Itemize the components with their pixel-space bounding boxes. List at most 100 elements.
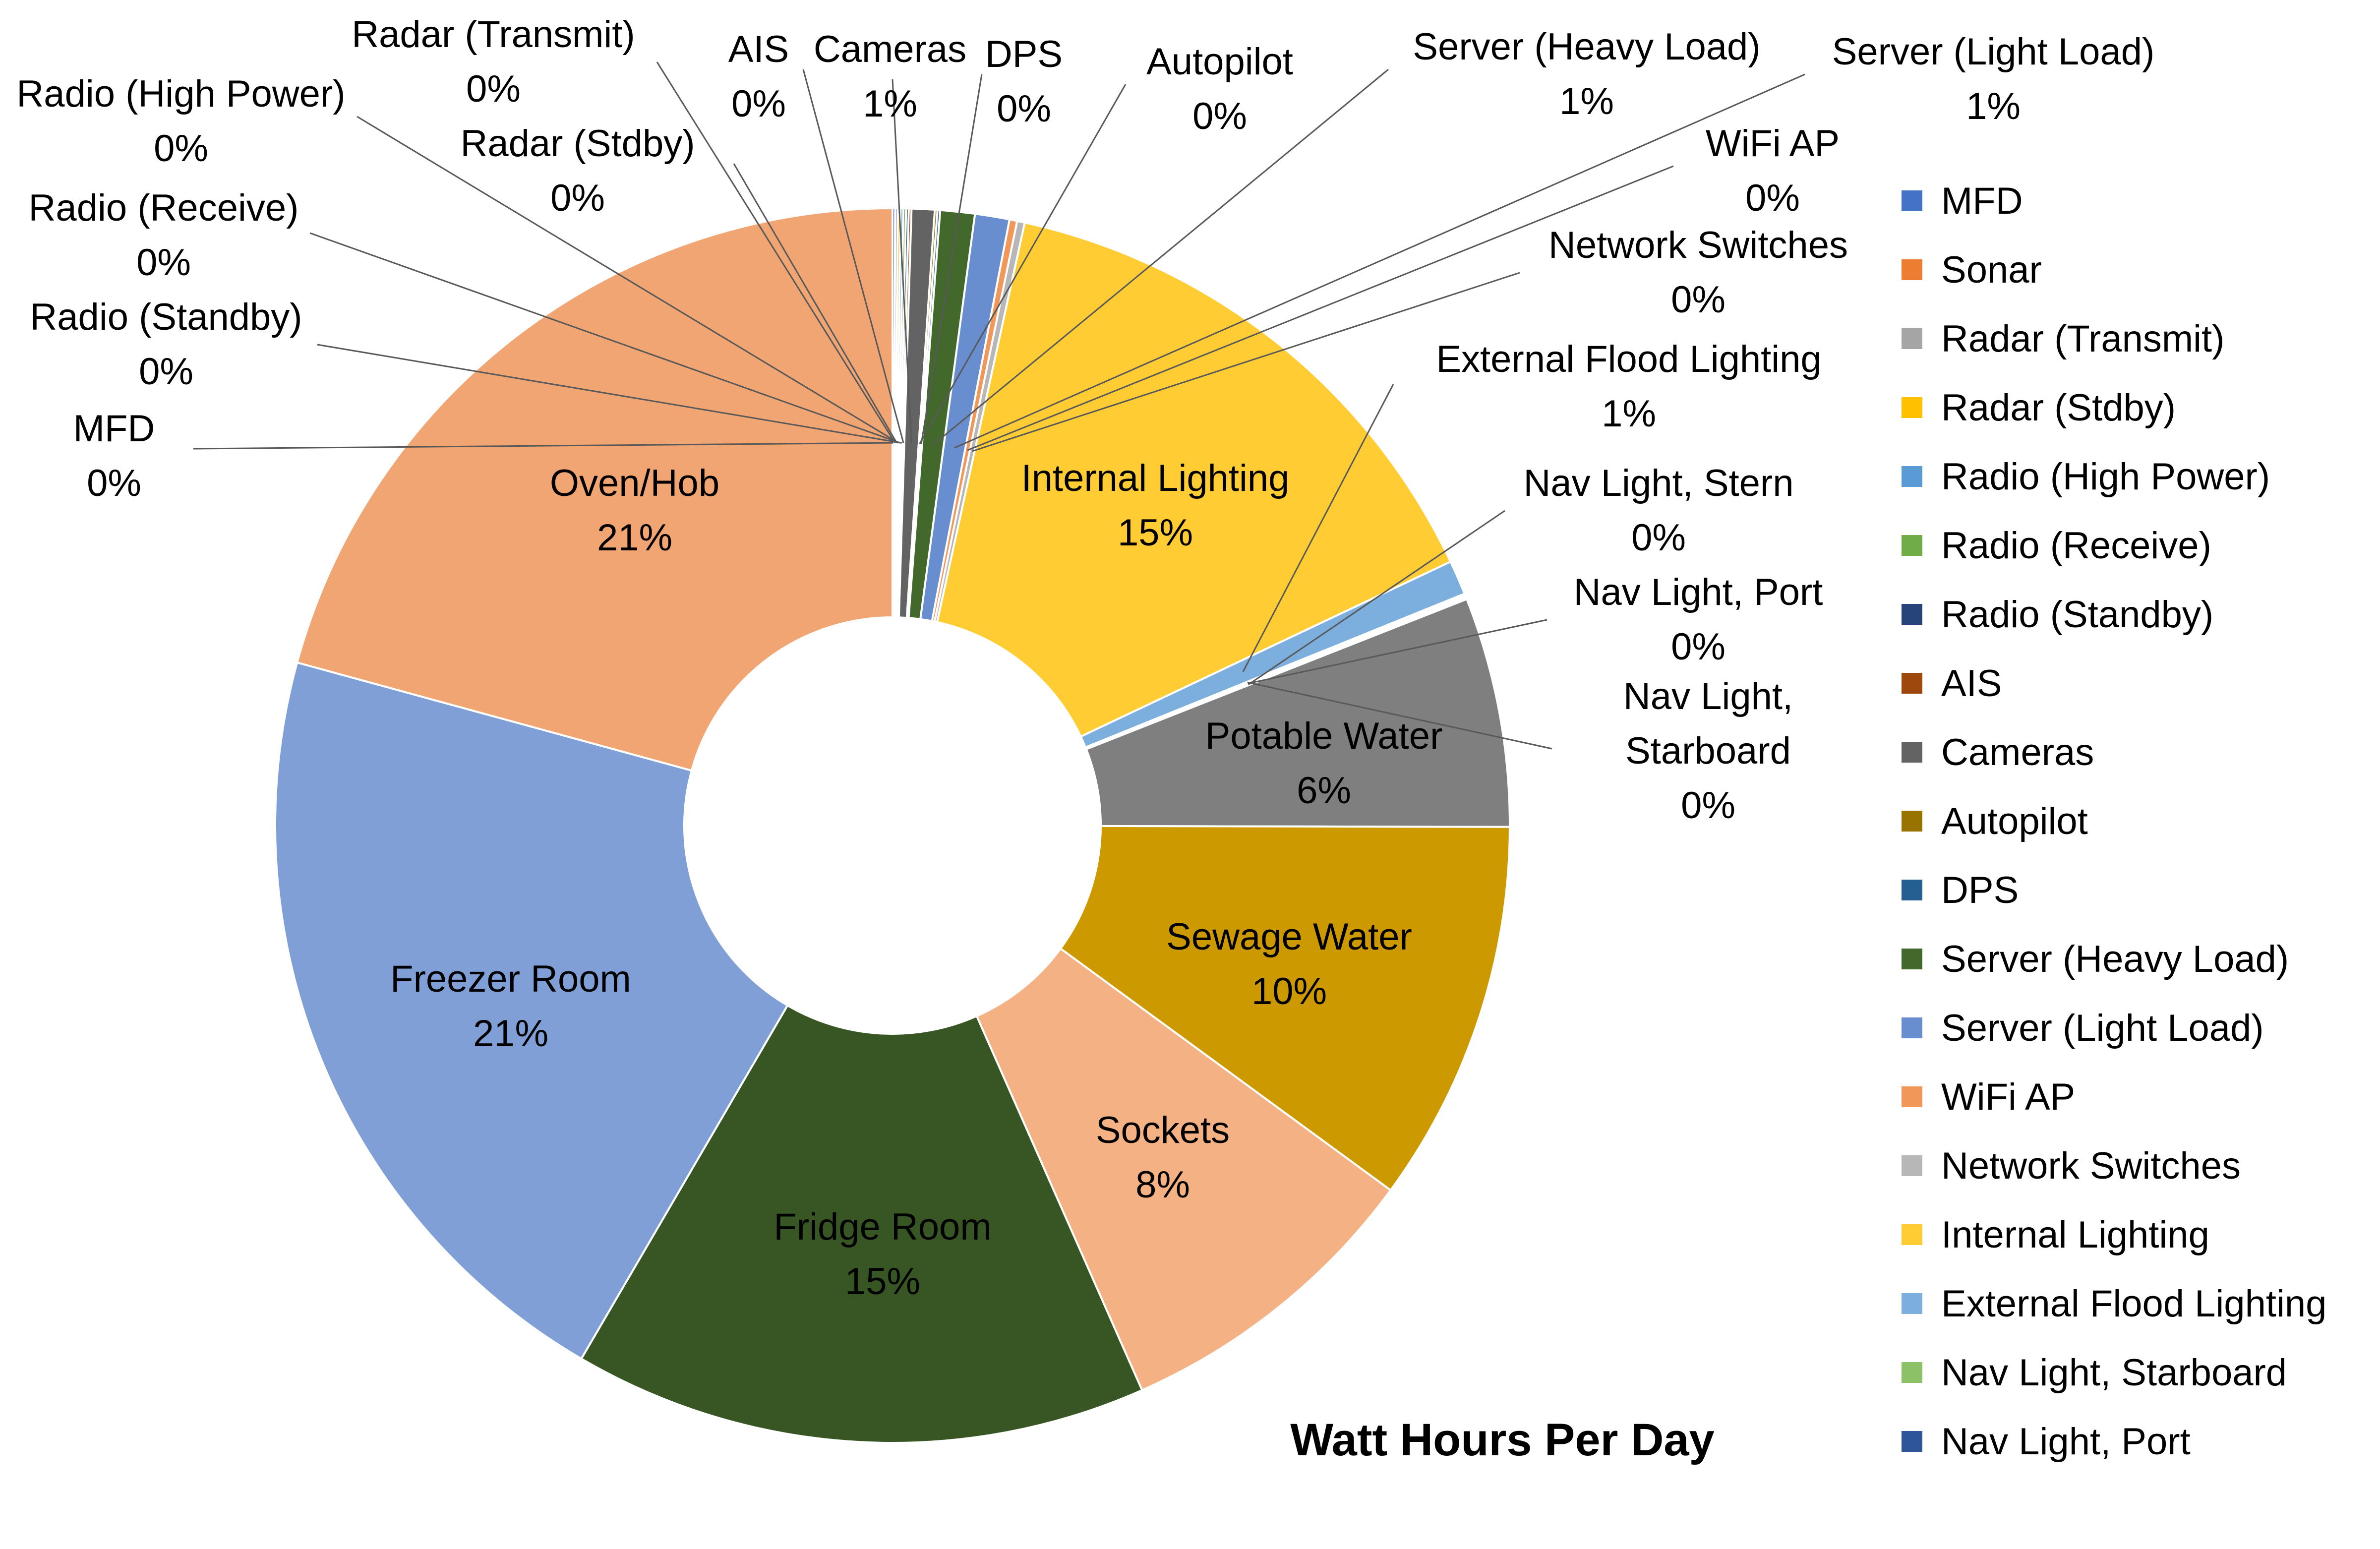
leader-line-network-switches <box>972 272 1520 452</box>
legend-label-cameras: Cameras <box>1941 731 2094 774</box>
legend-label-wifi-ap: WiFi AP <box>1941 1076 2075 1118</box>
data-label-nav-light-port: Nav Light, Port <box>1574 571 1823 613</box>
legend-swatch-autopilot <box>1902 811 1922 832</box>
data-value-network-switches: 0% <box>1671 279 1726 321</box>
legend-label-server-light-load: Server (Light Load) <box>1941 1007 2264 1049</box>
legend-label-radio-receive: Radio (Receive) <box>1941 525 2211 567</box>
data-value-dps: 0% <box>997 88 1051 130</box>
leader-line-server-heavy-load <box>932 68 1389 446</box>
data-label-autopilot: Autopilot <box>1146 41 1293 83</box>
data-label-network-switches: Network Switches <box>1548 224 1848 266</box>
legend-label-dps: DPS <box>1941 869 2019 911</box>
data-value-radar-transmit: 0% <box>466 68 521 110</box>
data-label-cameras: Cameras <box>814 28 966 70</box>
leader-line-radio-high-power <box>357 116 899 444</box>
data-label-mfd: MFD <box>73 408 155 450</box>
legend-label-ais: AIS <box>1941 662 2002 705</box>
legend-swatch-cameras <box>1902 742 1922 763</box>
data-label-potable-water: Potable Water <box>1205 715 1443 757</box>
data-value-wifi-ap: 0% <box>1745 177 1800 219</box>
leader-line-nav-light-stern <box>1248 510 1505 685</box>
data-label-server-heavy-load: Server (Heavy Load) <box>1413 26 1760 68</box>
legend-label-network-switches: Network Switches <box>1941 1145 2241 1187</box>
data-label-external-flood-lighting: External Flood Lighting <box>1436 338 1821 380</box>
data-value-potable-water: 6% <box>1297 770 1351 812</box>
data-value-sewage-water: 10% <box>1251 970 1327 1013</box>
legend-label-radio-high-power: Radio (High Power) <box>1941 456 2270 498</box>
leader-line-autopilot <box>919 84 1127 444</box>
data-value-sockets: 8% <box>1135 1164 1190 1206</box>
data-value-radio-high-power: 0% <box>154 127 208 170</box>
leader-line-external-flood-lighting <box>1242 384 1394 672</box>
data-label-radio-high-power: Radio (High Power) <box>16 73 345 115</box>
data-value-mfd: 0% <box>87 462 141 504</box>
legend-swatch-radar-transmit <box>1902 328 1922 349</box>
data-value-nav-light-starboard: 0% <box>1681 784 1735 827</box>
data-value-internal-lighting: 15% <box>1118 512 1193 554</box>
legend-swatch-ais <box>1902 673 1922 694</box>
data-value-external-flood-lighting: 1% <box>1602 393 1656 435</box>
slice-freezer-room <box>274 661 789 1360</box>
legend-label-radio-standby: Radio (Standby) <box>1941 594 2213 636</box>
data-value-radar-stdby: 0% <box>550 177 605 219</box>
data-label-fridge-room: Fridge Room <box>774 1206 991 1248</box>
data-label-nav-light-stern: Nav Light, Stern <box>1524 462 1794 504</box>
legend-swatch-server-light-load <box>1902 1017 1922 1038</box>
legend-label-sonar: Sonar <box>1941 249 2042 291</box>
data-label-nav-light-starboard-line1: Nav Light, <box>1623 675 1793 717</box>
data-label-radio-receive: Radio (Receive) <box>29 187 299 229</box>
legend-swatch-dps <box>1902 880 1922 900</box>
legend-swatch-sonar <box>1902 259 1922 280</box>
data-value-radio-receive: 0% <box>136 241 191 284</box>
legend-swatch-wifi-ap <box>1902 1086 1922 1107</box>
legend-swatch-radio-receive <box>1902 535 1922 556</box>
legend-label-server-heavy-load: Server (Heavy Load) <box>1941 938 2289 980</box>
legend-swatch-radio-standby <box>1902 604 1922 625</box>
doughnut-slices <box>274 207 1511 1444</box>
legend-swatch-mfd <box>1902 190 1922 211</box>
chart-title: Watt Hours Per Day <box>1290 1415 1714 1465</box>
leader-line-ais <box>802 69 904 443</box>
data-value-nav-light-stern: 0% <box>1631 517 1686 559</box>
data-label-oven-hob: Oven/Hob <box>550 462 719 504</box>
legend-swatch-nav-light-starboard <box>1902 1362 1922 1383</box>
legend-label-external-flood-lighting: External Flood Lighting <box>1941 1283 2326 1325</box>
slice-sewage-water <box>1059 825 1511 1192</box>
leader-line-radio-standby <box>317 344 902 444</box>
data-label-dps: DPS <box>985 33 1063 75</box>
data-label-radar-stdby: Radar (Stdby) <box>460 122 695 165</box>
legend-label-radar-stdby: Radar (Stdby) <box>1941 387 2176 429</box>
data-labels: MFD 0% Radar (Transmit) 0% Radar (Stdby) 0% Ra… <box>16 13 2154 1303</box>
leader-line-mfd <box>193 442 893 450</box>
data-label-nav-light-starboard-line2: Starboard <box>1625 730 1791 772</box>
data-label-sockets: Sockets <box>1096 1109 1230 1151</box>
slice-potable-water <box>1085 597 1511 828</box>
leader-line-radar-stdby <box>733 163 897 443</box>
data-label-freezer-room: Freezer Room <box>390 958 631 1000</box>
legend-swatch-nav-light-port <box>1902 1431 1922 1452</box>
legend-label-autopilot: Autopilot <box>1941 800 2088 842</box>
data-value-server-heavy-load: 1% <box>1559 80 1614 122</box>
data-label-radio-standby: Radio (Standby) <box>30 296 302 338</box>
leader-line-dps <box>920 74 983 444</box>
data-label-radar-transmit: Radar (Transmit) <box>352 13 635 56</box>
data-label-wifi-ap: WiFi AP <box>1706 122 1840 165</box>
data-value-nav-light-port: 0% <box>1671 626 1726 668</box>
legend-swatch-radio-high-power <box>1902 466 1922 487</box>
data-value-cameras: 1% <box>863 83 917 125</box>
data-label-sewage-water: Sewage Water <box>1166 916 1412 958</box>
leader-lines <box>193 61 1805 750</box>
legend-label-internal-lighting: Internal Lighting <box>1941 1214 2209 1256</box>
data-value-freezer-room: 21% <box>473 1013 548 1055</box>
leader-line-radio-receive <box>309 232 900 444</box>
leader-line-nav-light-port <box>1248 619 1547 684</box>
data-value-ais: 0% <box>731 83 786 125</box>
leader-line-wifi-ap <box>967 165 1674 451</box>
legend-swatch-radar-stdby <box>1902 397 1922 418</box>
legend-swatch-server-heavy-load <box>1902 949 1922 969</box>
data-value-autopilot: 0% <box>1192 95 1247 137</box>
leader-line-radar-transmit <box>656 61 896 443</box>
data-value-server-light-load: 1% <box>1966 85 2021 127</box>
data-label-server-light-load: Server (Light Load) <box>1832 31 2155 73</box>
